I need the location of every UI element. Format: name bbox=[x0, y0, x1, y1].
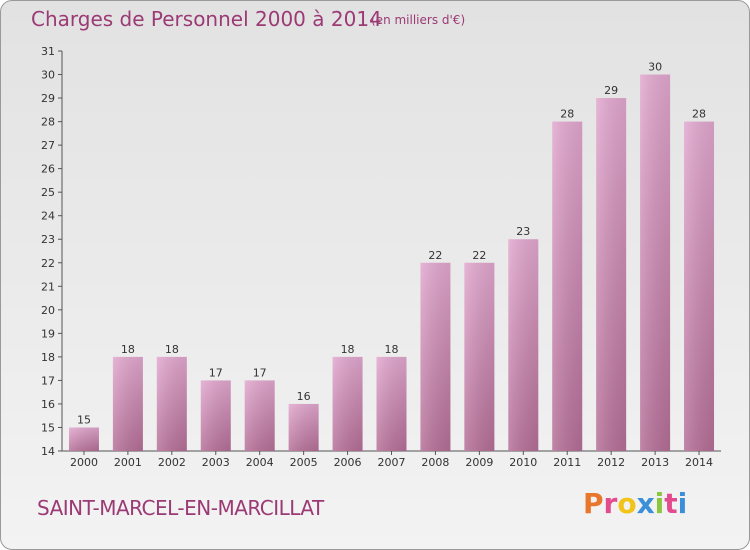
y-tick-label: 14 bbox=[41, 445, 55, 458]
bar-shade-2004 bbox=[244, 380, 275, 451]
x-tick-label: 2011 bbox=[553, 456, 581, 469]
data-label-2013: 30 bbox=[648, 61, 662, 74]
logo-letter: i bbox=[654, 487, 665, 520]
bar-shade-2009 bbox=[464, 262, 495, 451]
x-tick-label: 2004 bbox=[246, 456, 274, 469]
x-tick-label: 2008 bbox=[421, 456, 449, 469]
y-tick-label: 30 bbox=[41, 69, 55, 82]
data-label-2004: 17 bbox=[253, 366, 267, 379]
bar-shade-2008 bbox=[420, 262, 451, 451]
x-tick-label: 2014 bbox=[685, 456, 713, 469]
x-tick-label: 2012 bbox=[597, 456, 625, 469]
logo-letter: P bbox=[583, 487, 604, 520]
bar-shade-2001 bbox=[112, 356, 143, 451]
x-tick-label: 2005 bbox=[290, 456, 318, 469]
y-tick-label: 21 bbox=[41, 280, 55, 293]
bar-shade-2002 bbox=[156, 356, 187, 451]
x-tick-label: 2002 bbox=[158, 456, 186, 469]
bar-shade-2003 bbox=[200, 380, 231, 451]
x-tick-label: 2007 bbox=[378, 456, 406, 469]
bar-shade-2000 bbox=[68, 427, 99, 451]
data-label-2003: 17 bbox=[209, 366, 223, 379]
data-label-2009: 22 bbox=[472, 249, 486, 262]
y-tick-label: 27 bbox=[41, 139, 55, 152]
data-label-2014: 28 bbox=[692, 108, 706, 121]
y-tick-label: 18 bbox=[41, 351, 55, 364]
chart-title: Charges de Personnel 2000 à 2014 bbox=[31, 7, 382, 31]
data-label-2012: 29 bbox=[604, 84, 618, 97]
y-tick-label: 19 bbox=[41, 327, 55, 340]
y-tick-label: 23 bbox=[41, 233, 55, 246]
y-tick-label: 31 bbox=[41, 45, 55, 58]
data-label-2002: 18 bbox=[165, 343, 179, 356]
x-tick-label: 2000 bbox=[70, 456, 98, 469]
bars bbox=[68, 74, 715, 452]
proxiti-logo: Proxiti bbox=[583, 487, 687, 520]
logo-letter: x bbox=[636, 487, 655, 520]
x-tick-label: 2001 bbox=[114, 456, 142, 469]
logo-letter: o bbox=[617, 487, 637, 520]
y-tick-label: 28 bbox=[41, 116, 55, 129]
y-tick-label: 25 bbox=[41, 186, 55, 199]
data-label-2008: 22 bbox=[428, 249, 442, 262]
y-tick-label: 29 bbox=[41, 92, 55, 105]
data-label-2006: 18 bbox=[341, 343, 355, 356]
x-tick-label: 2003 bbox=[202, 456, 230, 469]
y-tick-label: 26 bbox=[41, 163, 55, 176]
bar-shade-2013 bbox=[640, 74, 671, 451]
logo-letter: r bbox=[603, 487, 618, 520]
data-label-2010: 23 bbox=[516, 225, 530, 238]
bar-shade-2014 bbox=[684, 121, 715, 452]
y-tick-label: 20 bbox=[41, 304, 55, 317]
y-tick-label: 24 bbox=[41, 210, 55, 223]
data-label-2005: 16 bbox=[297, 390, 311, 403]
bar-shade-2012 bbox=[596, 98, 627, 451]
x-tick-label: 2006 bbox=[334, 456, 362, 469]
y-tick-label: 16 bbox=[41, 398, 55, 411]
data-label-2011: 28 bbox=[560, 108, 574, 121]
x-tick-label: 2010 bbox=[509, 456, 537, 469]
bar-shade-2006 bbox=[332, 356, 363, 451]
y-tick-label: 17 bbox=[41, 374, 55, 387]
logo-letter: t bbox=[664, 487, 678, 520]
axes: 14 15 16 17 18 19 20 21 22 23 24 25 26 27 28 29 30 31 2000… bbox=[41, 45, 721, 469]
value-labels: 15 18 18 17 17 16 18 18 22 22 23 28 29 30 28 bbox=[77, 61, 706, 427]
x-tick-label: 2009 bbox=[465, 456, 493, 469]
y-tick-label: 22 bbox=[41, 257, 55, 270]
data-label-2007: 18 bbox=[385, 343, 399, 356]
commune-name: SAINT-MARCEL-EN-MARCILLAT bbox=[37, 496, 324, 520]
data-label-2000: 15 bbox=[77, 413, 91, 426]
logo-letter: i bbox=[677, 487, 688, 520]
bar-shade-2010 bbox=[508, 239, 539, 451]
x-tick-label: 2013 bbox=[641, 456, 669, 469]
data-label-2001: 18 bbox=[121, 343, 135, 356]
bar-shade-2011 bbox=[552, 121, 583, 452]
bar-shade-2007 bbox=[376, 356, 407, 451]
bar-shade-2005 bbox=[288, 403, 319, 451]
y-tick-label: 15 bbox=[41, 421, 55, 434]
chart-units: (en milliers d'€) bbox=[371, 13, 466, 27]
